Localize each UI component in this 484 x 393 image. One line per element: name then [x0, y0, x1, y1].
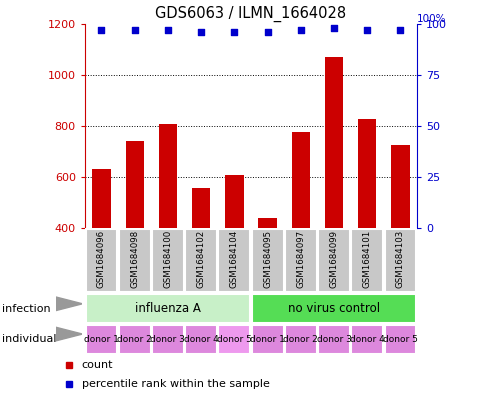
Bar — [151, 229, 183, 292]
Point — [131, 27, 138, 33]
Bar — [119, 325, 151, 354]
Bar — [350, 229, 382, 292]
Point — [296, 27, 304, 33]
Point — [230, 29, 238, 35]
Text: GSM1684103: GSM1684103 — [395, 230, 404, 288]
Bar — [218, 229, 250, 292]
Bar — [291, 132, 309, 228]
Bar — [85, 325, 117, 354]
Bar — [357, 119, 376, 228]
Bar — [284, 325, 316, 354]
Bar — [318, 229, 349, 292]
Bar — [384, 325, 416, 354]
Bar — [92, 169, 110, 228]
Bar — [225, 175, 243, 228]
Text: donor 1: donor 1 — [84, 335, 119, 343]
Bar — [324, 57, 343, 228]
Bar — [384, 229, 416, 292]
Bar — [391, 145, 409, 228]
Text: 100%: 100% — [416, 14, 446, 24]
Bar — [85, 294, 250, 323]
Text: donor 2: donor 2 — [117, 335, 152, 343]
Text: GSM1684095: GSM1684095 — [262, 230, 272, 288]
Bar — [158, 125, 177, 228]
Point — [97, 27, 105, 33]
Text: GSM1684102: GSM1684102 — [196, 230, 205, 288]
Text: donor 4: donor 4 — [349, 335, 384, 343]
Point — [330, 24, 337, 31]
Point — [197, 29, 205, 35]
Bar — [350, 325, 382, 354]
Bar — [185, 325, 217, 354]
Text: percentile rank within the sample: percentile rank within the sample — [81, 379, 269, 389]
Text: GSM1684104: GSM1684104 — [229, 230, 239, 288]
Bar — [85, 229, 117, 292]
Text: donor 1: donor 1 — [250, 335, 285, 343]
Text: no virus control: no virus control — [287, 302, 379, 316]
Point — [396, 27, 404, 33]
Text: donor 4: donor 4 — [183, 335, 218, 343]
Bar — [125, 141, 144, 228]
Text: GSM1684101: GSM1684101 — [362, 230, 371, 288]
Bar — [318, 325, 349, 354]
Bar — [119, 229, 151, 292]
Text: donor 2: donor 2 — [283, 335, 318, 343]
Text: GSM1684096: GSM1684096 — [97, 230, 106, 288]
Bar — [151, 325, 183, 354]
Text: donor 3: donor 3 — [150, 335, 185, 343]
Text: GSM1684099: GSM1684099 — [329, 230, 338, 288]
Bar — [258, 219, 276, 228]
Text: donor 5: donor 5 — [382, 335, 417, 343]
Bar — [185, 229, 217, 292]
Point — [363, 27, 370, 33]
Bar — [192, 188, 210, 228]
Bar — [251, 325, 283, 354]
Title: GDS6063 / ILMN_1664028: GDS6063 / ILMN_1664028 — [155, 6, 346, 22]
Text: donor 5: donor 5 — [216, 335, 251, 343]
Bar — [251, 294, 416, 323]
Text: GSM1684100: GSM1684100 — [163, 230, 172, 288]
Polygon shape — [56, 297, 82, 310]
Text: GSM1684097: GSM1684097 — [296, 230, 305, 288]
Text: infection: infection — [2, 304, 51, 314]
Bar — [218, 325, 250, 354]
Bar — [284, 229, 316, 292]
Text: influenza A: influenza A — [135, 302, 200, 316]
Text: donor 3: donor 3 — [316, 335, 351, 343]
Text: individual: individual — [2, 334, 57, 344]
Point — [263, 29, 271, 35]
Polygon shape — [56, 327, 82, 341]
Text: GSM1684098: GSM1684098 — [130, 230, 139, 288]
Point — [164, 27, 171, 33]
Text: count: count — [81, 360, 113, 369]
Bar — [251, 229, 283, 292]
